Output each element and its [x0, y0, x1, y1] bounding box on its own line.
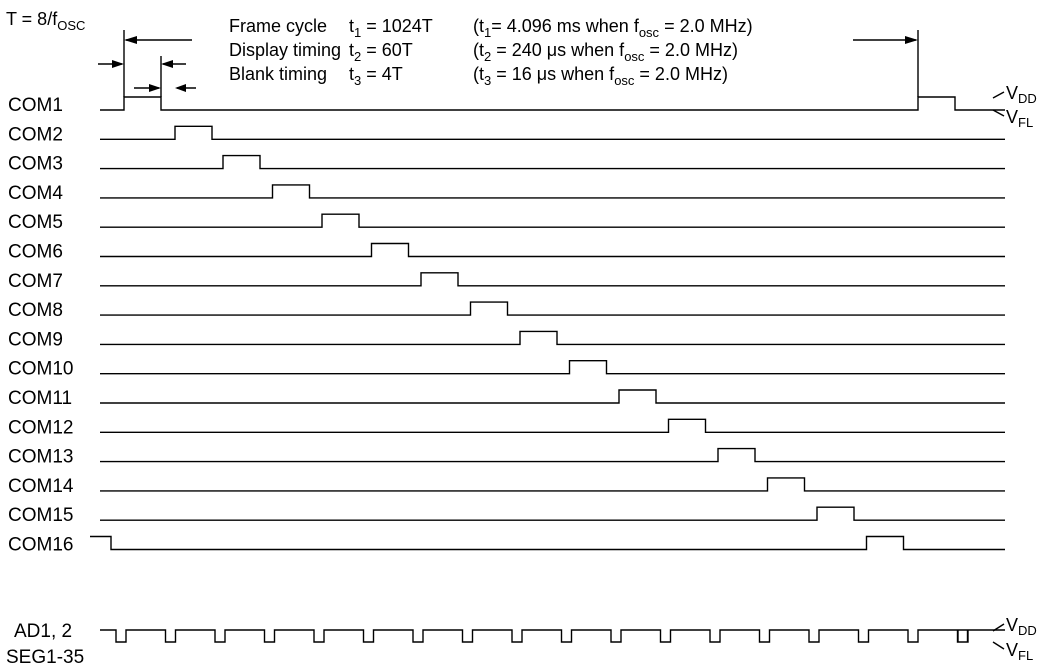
com-waveform	[100, 272, 1005, 287]
com-label: COM12	[8, 417, 73, 438]
parameter-display-timing: Display timing t2 = 60T (t2 = 240 μs whe…	[229, 40, 738, 64]
com-label: COM2	[8, 124, 63, 145]
com-row-11: COM11	[8, 388, 1005, 409]
timing-formula-sub: OSC	[57, 18, 85, 33]
com-row-8: COM8	[8, 300, 1005, 321]
parameter-name: Frame cycle	[229, 16, 327, 36]
period-arrowhead-right	[161, 60, 173, 68]
seg-waveform	[100, 629, 1005, 643]
com-waveform	[100, 125, 1005, 140]
com-waveform	[100, 154, 1005, 170]
com-label: COM3	[8, 154, 63, 175]
frame-cycle-arrowhead-left	[124, 36, 137, 44]
parameter-value: t1 = 1024T	[349, 16, 433, 40]
com-waveform	[90, 535, 1005, 551]
com-row-3: COM3	[8, 154, 1005, 175]
com-label: COM4	[8, 183, 63, 204]
com-row-10: COM10	[8, 359, 1005, 380]
parameter-note: (t1= 4.096 ms when fosc = 2.0 MHz)	[473, 16, 753, 40]
com-label: COM15	[8, 505, 73, 526]
level-labels-top: VDD VFL	[992, 83, 1037, 130]
parameter-note: (t2 = 240 μs when fosc = 2.0 MHz)	[473, 40, 738, 64]
com-label: COM16	[8, 535, 73, 556]
period-arrowhead-left	[112, 60, 124, 68]
com-row-6: COM6	[8, 242, 1005, 263]
blank-arrowhead-right	[175, 84, 186, 92]
vfl-leader	[992, 109, 1005, 117]
com-label: COM13	[8, 447, 73, 468]
blank-arrowhead-left	[149, 84, 161, 92]
com-label: COM6	[8, 242, 63, 263]
com-waveform	[100, 418, 1005, 433]
parameter-name: Display timing	[229, 40, 341, 60]
seg-vdd-leader	[992, 623, 1005, 632]
com-label: COM1	[8, 95, 63, 116]
frame-cycle-arrowhead-right	[905, 36, 918, 44]
com-waveform	[100, 242, 1005, 258]
com-waveform	[100, 360, 1005, 375]
seg-label-line1: AD1, 2	[14, 621, 72, 642]
timing-formula: T = 8/fOSC	[6, 9, 85, 33]
com-waveform	[100, 96, 1005, 111]
seg-vfl-label: VFL	[1006, 640, 1033, 663]
com-waveform	[100, 389, 1005, 404]
com-row-13: COM13	[8, 447, 1005, 468]
com-signal-rows: COM1 COM2 COM3 COM4 COM5 COM6 COM7 COM8 COM9 COM1…	[8, 95, 1005, 556]
com-row-4: COM4	[8, 183, 1005, 204]
vfl-label: VFL	[1006, 107, 1033, 130]
parameter-frame-cycle: Frame cycle t1 = 1024T (t1= 4.096 ms whe…	[229, 16, 753, 40]
com-label: COM5	[8, 212, 63, 233]
com-waveform	[100, 447, 1005, 463]
com-label: COM7	[8, 271, 63, 292]
com-label: COM14	[8, 476, 74, 497]
vdd-label: VDD	[1006, 83, 1037, 106]
com-label: COM10	[8, 359, 73, 380]
seg-signal: AD1, 2 SEG1-35 VDD VFL	[6, 615, 1037, 668]
parameter-blank-timing: Blank timing t3 = 4T (t3 = 16 μs when fo…	[229, 64, 728, 88]
dimension-markers	[98, 30, 919, 97]
parameter-block: Frame cycle t1 = 1024T (t1= 4.096 ms whe…	[229, 16, 753, 88]
com-waveform	[100, 184, 1005, 199]
com-row-15: COM15	[8, 505, 1005, 526]
com-waveform	[100, 330, 1005, 346]
seg-label-line2: SEG1-35	[6, 647, 84, 668]
com-row-14: COM14	[8, 476, 1005, 497]
parameter-value: t2 = 60T	[349, 40, 413, 64]
com-row-16: COM16	[8, 535, 1005, 556]
seg-vfl-leader	[992, 641, 1005, 650]
com-row-9: COM9	[8, 329, 1005, 350]
parameter-value: t3 = 4T	[349, 64, 403, 88]
parameter-name: Blank timing	[229, 64, 327, 84]
com-row-7: COM7	[8, 271, 1005, 292]
com-waveform	[100, 506, 1005, 521]
parameter-note: (t3 = 16 μs when fosc = 2.0 MHz)	[473, 64, 728, 88]
com-row-5: COM5	[8, 212, 1005, 233]
com-label: COM11	[8, 388, 72, 409]
com-row-12: COM12	[8, 417, 1005, 438]
timing-formula-main: T = 8/f	[6, 9, 58, 29]
com-waveform	[100, 301, 1005, 316]
com-label: COM9	[8, 329, 63, 350]
com-waveform	[100, 477, 1005, 492]
seg-vdd-label: VDD	[1006, 615, 1037, 638]
com-row-2: COM2	[8, 124, 1005, 145]
com-label: COM8	[8, 300, 63, 321]
com-row-1: COM1	[8, 95, 1005, 116]
com-waveform	[100, 213, 1005, 228]
vdd-leader	[992, 91, 1005, 99]
